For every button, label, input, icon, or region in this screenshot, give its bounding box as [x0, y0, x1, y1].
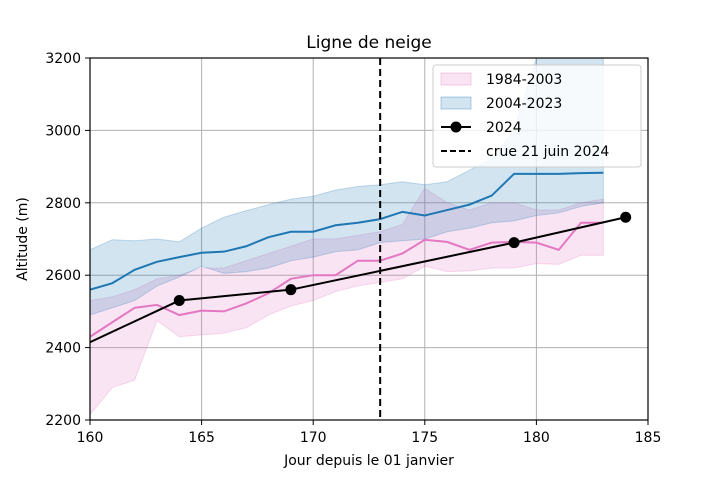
- series-2024: [90, 211, 632, 344]
- legend-label-2: 2024: [486, 120, 522, 136]
- y-axis-ticks: 2200 2400 2600 2800 3000 3200: [45, 51, 90, 429]
- legend-marker-2024: [450, 121, 462, 133]
- legend-box: [432, 64, 642, 168]
- x-tick-label-2: 170: [300, 430, 327, 446]
- y-tick-label-5: 3200: [45, 51, 81, 67]
- chart-title: Ligne de neige: [306, 33, 431, 53]
- point-2024-1: [285, 284, 297, 296]
- x-tick-label-5: 185: [635, 430, 662, 446]
- y-tick-label-4: 3000: [45, 123, 81, 139]
- legend-swatch-1984-2003: [440, 72, 472, 86]
- x-tick-label-4: 180: [523, 430, 550, 446]
- x-tick-label-3: 175: [411, 430, 438, 446]
- legend: 1984-2003 2004-2023 2024 crue 21 juin 2024: [432, 64, 642, 168]
- y-axis-label: Altitude (m): [15, 197, 31, 281]
- x-tick-label-0: 160: [77, 430, 104, 446]
- legend-label-3: crue 21 juin 2024: [486, 144, 609, 160]
- y-tick-label-2: 2600: [45, 268, 81, 284]
- point-2024-3: [620, 211, 632, 223]
- y-tick-label-1: 2400: [45, 341, 81, 357]
- plot-frame: [89, 57, 649, 421]
- x-axis-label: Jour depuis le 01 janvier: [283, 453, 454, 469]
- band-1984-2003: [90, 187, 604, 416]
- x-axis-ticks: 160 165 170 175 180 185: [77, 420, 662, 446]
- x-tick-label-1: 165: [188, 430, 215, 446]
- legend-swatch-2004-2023: [440, 96, 472, 110]
- legend-label-0: 1984-2003: [486, 72, 562, 88]
- y-tick-label-3: 2800: [45, 196, 81, 212]
- band-2004-2023: [90, 58, 604, 316]
- point-2024-2: [508, 237, 520, 249]
- legend-label-1: 2004-2023: [486, 96, 562, 112]
- percentile-bands: [90, 58, 604, 416]
- median-line-2004-2023: [90, 171, 604, 291]
- point-2024-0: [173, 295, 185, 307]
- y-tick-label-0: 2200: [45, 413, 81, 429]
